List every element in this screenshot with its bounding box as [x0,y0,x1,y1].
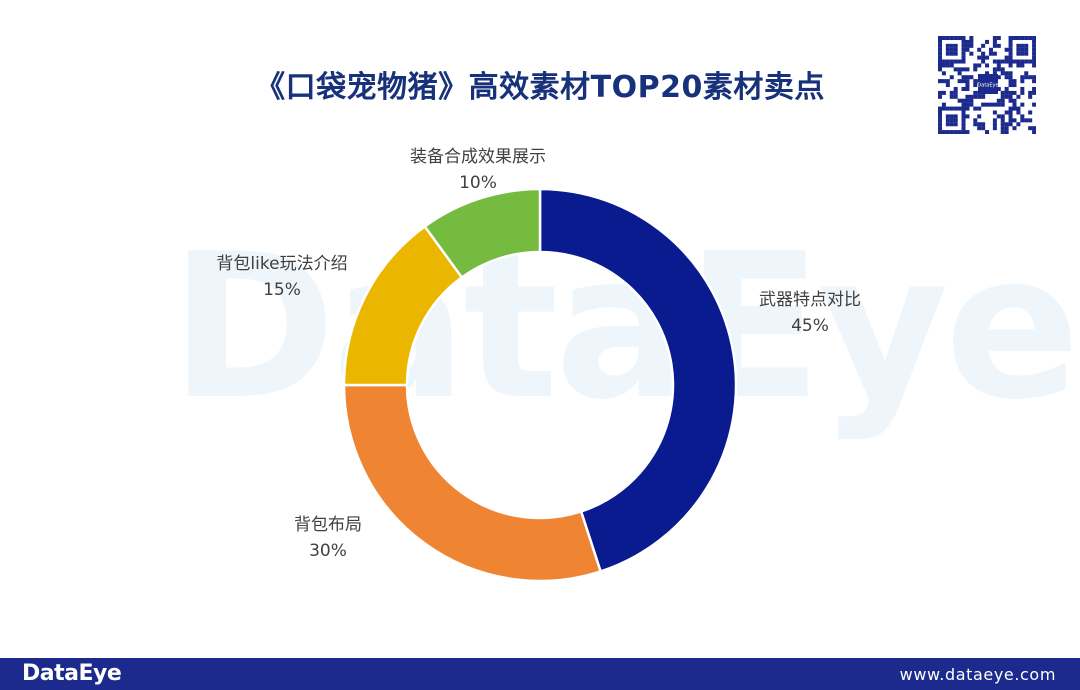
footer-url: www.dataeye.com [899,665,1056,684]
slice-label-category-2: 背包布局 [294,515,362,535]
slices [342,187,738,583]
footer-bar: DataEye www.dataeye.com [0,658,1080,690]
slice-4 [423,187,542,280]
slice-label-percent-4: 10% [459,173,497,193]
slice-1 [538,187,738,573]
slice-label-category-3: 背包like玩法介绍 [216,254,347,274]
qr-code: DataEye [938,36,1036,134]
slice-labels: 武器特点对比 45% 背包布局 30% 背包like玩法介绍 15% 装备合成效果展示 10% [216,147,861,561]
slice-2 [342,383,603,583]
footer-logo: DataEye [22,661,122,686]
qr-modules [938,36,1036,134]
slice-label-category-1: 武器特点对比 [759,290,861,310]
slice-label-percent-3: 15% [263,280,301,300]
slice-label-percent-2: 30% [309,541,347,561]
qr-logo-icon [978,74,998,94]
chart-title: 《口袋宠物猪》高效素材TOP20素材卖点 [255,70,825,105]
slice-label-category-4: 装备合成效果展示 [410,147,546,167]
slice-label-percent-1: 45% [791,316,829,336]
qr-logo-text: DataEye [977,83,998,89]
